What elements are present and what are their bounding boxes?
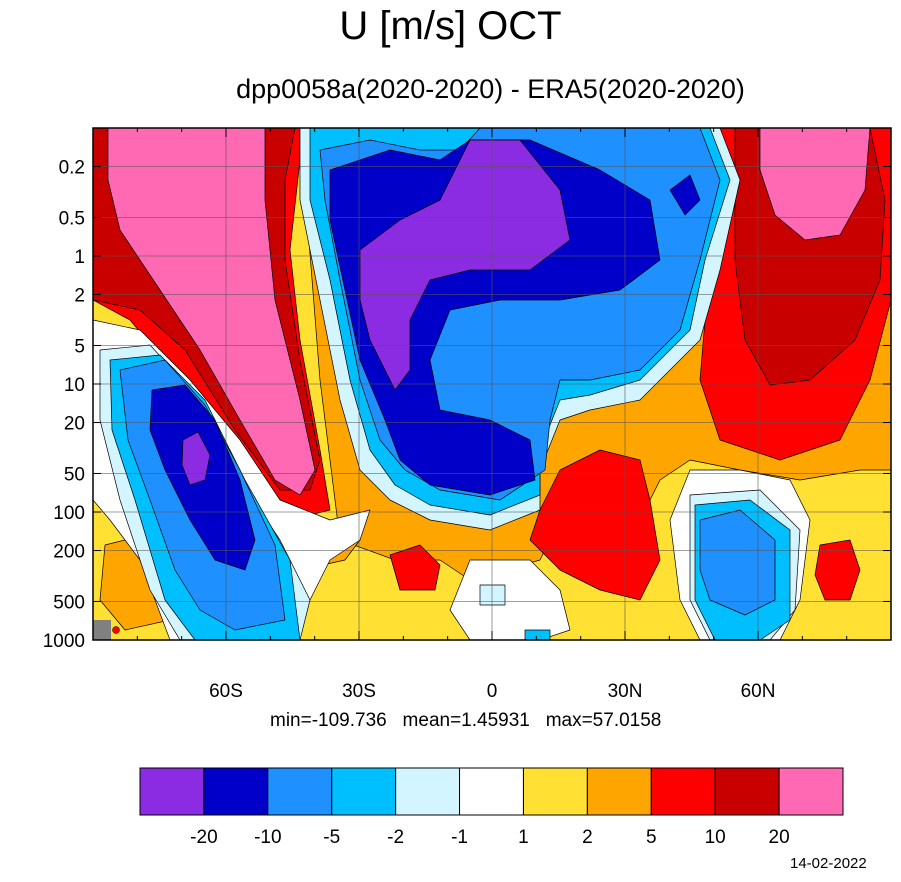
- colorbar-label: -20: [190, 827, 217, 848]
- colorbar-swatch: [267, 767, 333, 816]
- y-tick-label: 5: [74, 336, 85, 357]
- colorbar-label: 20: [769, 827, 790, 848]
- colorbar-label: 10: [705, 827, 726, 848]
- colorbar-swatch: [395, 767, 461, 816]
- grid-lines: [93, 128, 891, 640]
- colorbar-swatch: [522, 767, 588, 816]
- fill-pink-north-jet: [759, 128, 871, 241]
- fill-10-20-small-south: [389, 544, 441, 591]
- fill-cyan-surface-spot: [524, 629, 551, 640]
- colorbar-swatch: [586, 767, 652, 816]
- colorbar-swatch: [778, 767, 844, 816]
- y-tick-label: 20: [64, 414, 85, 435]
- y-tick-label: 0.2: [59, 158, 85, 179]
- y-tick-label: 100: [53, 503, 85, 524]
- y-tick-label: 50: [64, 464, 85, 485]
- y-tick-label: 200: [53, 542, 85, 563]
- fill-dark-blue-north-spot: [669, 174, 701, 216]
- colorbar-label: -1: [451, 827, 468, 848]
- x-tick-label: 60S: [209, 681, 243, 702]
- fill-10-20-north-surface: [814, 539, 861, 601]
- fill-10-20-lower-tropics: [529, 449, 661, 601]
- fill-light-blue-spot: [479, 584, 506, 606]
- date-stamp: 14-02-2022: [790, 855, 867, 872]
- fill-purple-south-spot: [181, 431, 211, 486]
- y-tick-label: 0.5: [59, 208, 85, 229]
- y-axis: 0.2 0.5 1 2 5 10 20 50 100 200 500 1000: [43, 158, 891, 652]
- chart-title: U [m/s] OCT: [339, 4, 562, 48]
- colorbar-swatch: [203, 767, 269, 816]
- y-tick-label: 1: [74, 247, 85, 268]
- chart-subtitle: dpp0058a(2020-2020) - ERA5(2020-2020): [236, 74, 745, 104]
- fill-pink-south-jet: [107, 128, 316, 496]
- y-tick-label: 2: [74, 286, 85, 307]
- x-axis: 60S 30S 0 30N 60N: [92, 128, 892, 702]
- y-tick-label: 10: [64, 375, 85, 396]
- colorbar: -20 -10 -5 -2 -1 1 2 5 10 20: [139, 767, 844, 848]
- fill-blue-mid-north: [699, 509, 776, 616]
- x-tick-label: 30N: [608, 681, 643, 702]
- colorbar-swatch: [459, 767, 524, 816]
- colorbar-swatch: [331, 767, 397, 816]
- colorbar-label: 5: [646, 827, 657, 848]
- colorbar-swatch: [714, 767, 780, 816]
- plot-area: [93, 128, 891, 640]
- fill-max-dot: [112, 626, 120, 634]
- y-tick-label: 500: [53, 592, 85, 613]
- colorbar-label: 1: [518, 827, 529, 848]
- colorbar-label: -2: [387, 827, 404, 848]
- y-tick-label: 1000: [43, 631, 85, 652]
- colorbar-label: 2: [582, 827, 593, 848]
- colorbar-swatch: [139, 767, 205, 816]
- colorbar-label: -5: [323, 827, 340, 848]
- fill-near-zero-surface-tropics: [449, 559, 571, 640]
- stats-line: min=-109.736 mean=1.45931 max=57.0158: [270, 710, 662, 731]
- colorbar-swatch: [650, 767, 716, 816]
- fill-missing-data: [93, 620, 111, 640]
- colorbar-label: -10: [254, 827, 281, 848]
- x-tick-label: 0: [487, 681, 498, 702]
- x-tick-label: 60N: [741, 681, 776, 702]
- x-tick-label: 30S: [342, 681, 376, 702]
- fill-purple-core: [359, 139, 571, 391]
